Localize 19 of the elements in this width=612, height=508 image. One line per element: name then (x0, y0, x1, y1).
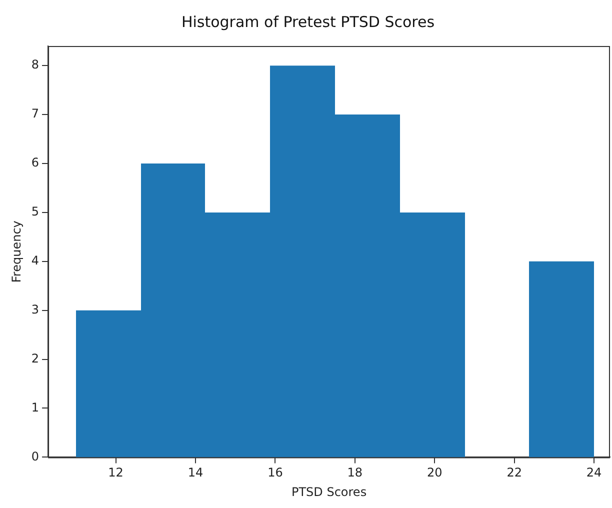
x-tick-label: 12 (108, 466, 124, 480)
y-tick-label: 1 (31, 400, 40, 414)
x-tick-label: 20 (426, 466, 442, 480)
chart-title: Histogram of Pretest PTSD Scores (181, 12, 435, 31)
y-tick-label: 7 (31, 106, 40, 121)
x-tick-label: 18 (347, 466, 363, 480)
y-tick-label: 0 (31, 449, 40, 464)
y-tick-label: 5 (31, 204, 40, 219)
y-tick-label: 2 (31, 351, 40, 366)
y-tick-label: 4 (31, 254, 40, 268)
y-tick-label: 8 (31, 58, 40, 72)
y-tick-label: 3 (31, 302, 40, 316)
y-tick-label: 6 (31, 156, 40, 170)
y-axis-title: Frequency (9, 220, 24, 283)
x-tick-label: 22 (506, 466, 522, 480)
x-tick-label: 14 (188, 466, 204, 480)
x-tick-label: 16 (268, 466, 283, 480)
x-axis-title: PTSD Scores (291, 484, 367, 499)
x-tick-label: 24 (586, 466, 602, 480)
